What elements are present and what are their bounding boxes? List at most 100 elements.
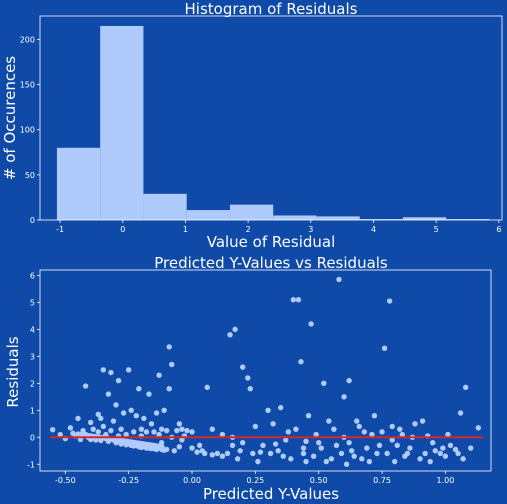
scatter-point <box>318 445 324 451</box>
scatter-point <box>257 449 264 455</box>
scatter-point <box>333 442 340 449</box>
scatter-point <box>166 344 172 350</box>
scatter-point <box>442 453 449 459</box>
scatter-y-tick-label: 3 <box>30 352 35 361</box>
scatter-point <box>430 439 436 446</box>
scatter-point <box>49 427 56 433</box>
scatter-point <box>163 427 170 434</box>
histogram-x-tick-label: 6 <box>496 225 501 234</box>
scatter-title: Predicted Y-Values vs Residuals <box>154 254 388 272</box>
scatter-point <box>300 445 307 451</box>
scatter-point <box>412 421 418 427</box>
scatter-point <box>146 391 152 397</box>
scatter-point <box>110 418 117 424</box>
scatter-point <box>247 386 253 392</box>
scatter-point <box>95 411 101 418</box>
scatter-point <box>313 431 319 438</box>
scatter-point <box>255 458 261 465</box>
scatter-point <box>351 453 357 459</box>
histogram-y-tick-label: 50 <box>25 171 35 180</box>
scatter-point <box>316 439 322 446</box>
scatter-point <box>234 456 241 462</box>
scatter-point <box>90 426 96 432</box>
scatter-point <box>163 446 170 453</box>
scatter-point <box>346 377 352 384</box>
scatter-point <box>290 296 297 303</box>
scatter-point <box>196 442 203 449</box>
scatter-point <box>156 431 162 438</box>
scatter-point <box>158 426 165 432</box>
scatter-point <box>156 372 162 378</box>
histogram-bar <box>273 215 317 220</box>
scatter-point <box>371 412 378 419</box>
scatter-point <box>437 450 444 457</box>
histogram-x-ticks: -1 0 1 2 3 4 5 6 <box>56 220 501 234</box>
histogram-bars <box>56 25 490 221</box>
scatter-point <box>364 445 370 451</box>
scatter-point <box>427 458 433 465</box>
scatter-point <box>376 442 383 449</box>
scatter-point <box>308 321 314 327</box>
scatter-point <box>219 453 226 459</box>
scatter-point <box>171 448 177 454</box>
scatter-y-ticks: -1 0 1 2 3 4 5 6 <box>27 271 40 469</box>
scatter-point <box>179 437 185 443</box>
scatter-point <box>272 441 279 447</box>
scatter-chart: Predicted Y-Values vs Residuals -0.50 -0.… <box>4 254 492 503</box>
scatter-point <box>229 442 236 449</box>
scatter-y-label: Residuals <box>4 336 22 407</box>
scatter-point <box>209 452 215 458</box>
scatter-point <box>379 429 385 435</box>
scatter-point <box>189 445 195 451</box>
scatter-y-tick-label: 0 <box>30 433 35 442</box>
scatter-point <box>153 410 160 416</box>
scatter-point <box>138 426 145 432</box>
scatter-points <box>49 276 482 467</box>
histogram-chart: Histogram of Residuals -1 0 1 2 3 4 5 6 0 50 100 1… <box>1 0 503 251</box>
scatter-point <box>369 431 375 438</box>
histogram-bar <box>56 147 101 220</box>
scatter-point <box>133 412 139 419</box>
scatter-point <box>108 427 114 434</box>
scatter-point <box>298 359 304 365</box>
scatter-point <box>219 431 226 438</box>
scatter-point <box>303 438 309 445</box>
scatter-point <box>468 445 474 451</box>
scatter-point <box>422 450 428 457</box>
histogram-y-tick-label: 100 <box>20 126 35 135</box>
scatter-point <box>328 456 335 462</box>
scatter-x-tick-label: -0.50 <box>55 476 76 485</box>
scatter-x-ticks: -0.50 -0.25 0.00 0.25 0.50 0.75 1.00 <box>55 471 454 485</box>
scatter-point <box>176 421 183 427</box>
scatter-point <box>237 448 243 454</box>
scatter-point <box>67 425 74 431</box>
histogram-bar <box>316 216 360 220</box>
scatter-point <box>87 419 94 426</box>
histogram-title: Histogram of Residuals <box>185 0 358 18</box>
scatter-point <box>189 429 195 435</box>
scatter-y-tick-label: 5 <box>30 298 35 307</box>
histogram-frame <box>39 15 503 221</box>
histogram-x-tick-label: 1 <box>183 225 188 234</box>
scatter-point <box>323 458 330 465</box>
scatter-x-tick-label: 0.00 <box>183 476 201 485</box>
scatter-point <box>194 449 200 455</box>
scatter-point <box>389 437 395 443</box>
scatter-point <box>108 369 114 376</box>
histogram-bar <box>143 193 187 220</box>
scatter-point <box>166 386 172 392</box>
scatter-point <box>201 450 208 457</box>
scatter-point <box>118 426 124 432</box>
histogram-x-tick-label: 0 <box>120 225 125 234</box>
scatter-point <box>184 427 190 434</box>
scatter-point <box>98 415 104 422</box>
scatter-point <box>384 450 390 457</box>
scatter-point <box>120 410 127 416</box>
scatter-point <box>252 423 259 430</box>
scatter-point <box>452 446 459 453</box>
scatter-point <box>227 332 233 338</box>
scatter-point <box>331 426 337 432</box>
scatter-point <box>270 421 276 427</box>
scatter-x-tick-label: 0.75 <box>373 476 391 485</box>
scatter-point <box>356 423 362 430</box>
